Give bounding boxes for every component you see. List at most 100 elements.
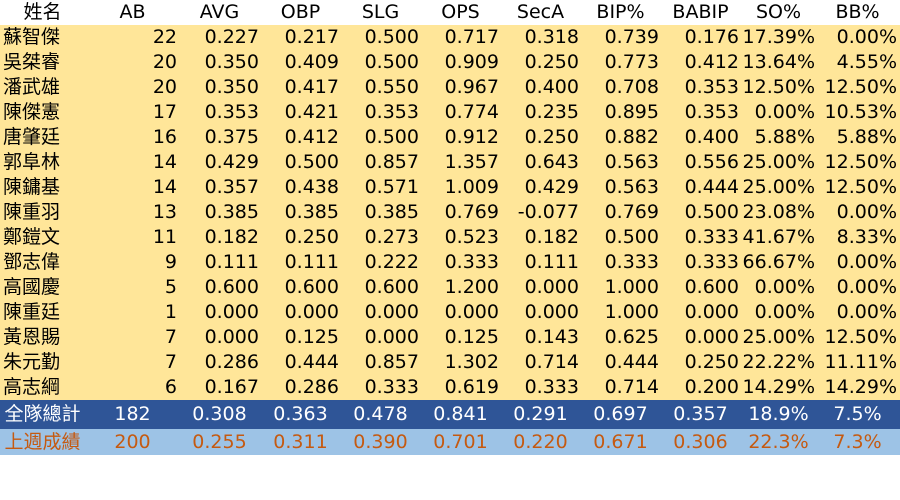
stat-cell-obp: 0.444 <box>284 351 339 373</box>
stat-cell-babip: 0.600 <box>684 276 739 298</box>
table-row: 陳重廷 1 0.000 0.000 0.000 0.000 0.000 1.000 0.000 0… <box>0 300 900 325</box>
stat-cell-slg: 0.857 <box>364 151 419 173</box>
stat-cell-obp: 0.217 <box>284 26 339 48</box>
player-name-cell: 唐肇廷 <box>3 126 61 148</box>
previous-week-row-cell-babip: 0.306 <box>673 431 728 453</box>
stat-cell-bb: 12.50% <box>824 151 897 173</box>
stat-cell-bip: 0.882 <box>604 126 659 148</box>
stat-cell-ops: 0.523 <box>444 226 499 248</box>
stat-cell-slg: 0.600 <box>364 276 419 298</box>
stat-cell-avg: 0.375 <box>204 126 259 148</box>
total-row-cell-babip: 0.357 <box>673 403 728 425</box>
stat-cell-obp: 0.438 <box>284 176 339 198</box>
stat-cell-avg: 0.167 <box>204 376 259 398</box>
stat-cell-ops: 0.967 <box>444 76 499 98</box>
table-row: 黃恩賜 7 0.000 0.125 0.000 0.125 0.143 0.625 0.000 2… <box>0 325 900 350</box>
stat-cell-bb: 0.00% <box>836 276 897 298</box>
column-header-bb: BB% <box>835 1 880 23</box>
stat-cell-babip: 0.400 <box>684 126 739 148</box>
stat-cell-babip: 0.444 <box>684 176 739 198</box>
stat-cell-ops: 0.909 <box>444 51 499 73</box>
total-row-cell-slg: 0.478 <box>353 403 408 425</box>
column-header-slg: SLG <box>361 1 400 23</box>
previous-week-row-cell-bb: 7.3% <box>833 431 882 453</box>
stat-cell-ab: 7 <box>164 326 177 348</box>
previous-week-row-cell-so: 22.3% <box>748 431 809 453</box>
stat-cell-bb: 11.11% <box>824 351 897 373</box>
stat-cell-so: 22.22% <box>742 351 815 373</box>
stat-cell-babip: 0.500 <box>684 201 739 223</box>
stat-cell-avg: 0.357 <box>204 176 259 198</box>
stat-cell-obp: 0.250 <box>284 226 339 248</box>
stat-cell-bb: 4.55% <box>836 51 897 73</box>
table-row: 潘武雄 20 0.350 0.417 0.550 0.967 0.400 0.708 0.353… <box>0 75 900 100</box>
stat-cell-bip: 0.563 <box>604 176 659 198</box>
stat-cell-so: 5.88% <box>754 126 815 148</box>
stat-cell-bip: 0.739 <box>604 26 659 48</box>
stat-cell-seca: 0.643 <box>524 151 579 173</box>
player-name-cell: 吳桀睿 <box>3 51 61 73</box>
stat-cell-ops: 1.302 <box>444 351 499 373</box>
stat-cell-so: 23.08% <box>742 201 815 223</box>
stat-cell-slg: 0.500 <box>364 126 419 148</box>
total-row-cell-bb: 7.5% <box>833 403 882 425</box>
stat-cell-obp: 0.500 <box>284 151 339 173</box>
stat-cell-avg: 0.350 <box>204 76 259 98</box>
player-name-cell: 鄭鎧文 <box>3 226 61 248</box>
table-row: 郭阜林 14 0.429 0.500 0.857 1.357 0.643 0.563 0.556… <box>0 150 900 175</box>
table-row: 高志綱 6 0.167 0.286 0.333 0.619 0.333 0.714 0.200 1… <box>0 375 900 400</box>
stat-cell-babip: 0.412 <box>684 51 739 73</box>
stat-cell-bb: 14.29% <box>824 376 897 398</box>
table-row: 蘇智傑 22 0.227 0.217 0.500 0.717 0.318 0.739 0.176… <box>0 25 900 50</box>
table-row: 陳鏞基 14 0.357 0.438 0.571 1.009 0.429 0.563 0.444… <box>0 175 900 200</box>
stat-cell-avg: 0.385 <box>204 201 259 223</box>
stat-cell-obp: 0.421 <box>284 101 339 123</box>
player-name-cell: 潘武雄 <box>3 76 61 98</box>
table-row: 吳桀睿 20 0.350 0.409 0.500 0.909 0.250 0.773 0.412… <box>0 50 900 75</box>
stat-cell-so: 25.00% <box>742 326 815 348</box>
stat-cell-ab: 17 <box>152 101 177 123</box>
player-name-cell: 黃恩賜 <box>3 326 61 348</box>
stat-cell-slg: 0.550 <box>364 76 419 98</box>
stat-cell-bb: 10.53% <box>824 101 897 123</box>
stat-cell-so: 25.00% <box>742 151 815 173</box>
previous-week-row-label: 上週成績 <box>4 431 81 453</box>
stat-cell-babip: 0.250 <box>684 351 739 373</box>
total-row-label: 全隊總計 <box>4 403 81 425</box>
table-row: 陳重羽 13 0.385 0.385 0.385 0.769 -0.077 0.769 0.50… <box>0 200 900 225</box>
total-row: 全隊總計 182 0.308 0.363 0.478 0.841 0.291 0.697 0.3… <box>0 400 900 429</box>
stat-cell-seca: 0.000 <box>524 276 579 298</box>
stat-cell-babip: 0.000 <box>684 301 739 323</box>
stat-cell-avg: 0.600 <box>204 276 259 298</box>
stat-cell-seca: 0.400 <box>524 76 579 98</box>
player-name-cell: 高志綱 <box>3 376 61 398</box>
table-row: 高國慶 5 0.600 0.600 0.600 1.200 0.000 1.000 0.600 0… <box>0 275 900 300</box>
player-name-cell: 朱元勤 <box>3 351 61 373</box>
stat-cell-babip: 0.000 <box>684 326 739 348</box>
stat-cell-seca: 0.318 <box>524 26 579 48</box>
stat-cell-bip: 0.444 <box>604 351 659 373</box>
stat-cell-ab: 14 <box>152 176 177 198</box>
column-header-seca: SecA <box>516 1 565 23</box>
stat-cell-slg: 0.000 <box>364 301 419 323</box>
stat-cell-bip: 0.625 <box>604 326 659 348</box>
stat-cell-ab: 7 <box>164 351 177 373</box>
stat-cell-ops: 0.333 <box>444 251 499 273</box>
stat-cell-seca: 0.182 <box>524 226 579 248</box>
stat-cell-seca: 0.333 <box>524 376 579 398</box>
stat-cell-so: 13.64% <box>742 51 815 73</box>
stat-cell-obp: 0.286 <box>284 376 339 398</box>
stat-cell-slg: 0.000 <box>364 326 419 348</box>
stat-cell-seca: 0.235 <box>524 101 579 123</box>
column-header-ops: OPS <box>441 1 480 23</box>
stat-cell-ab: 5 <box>164 276 177 298</box>
stat-cell-ops: 0.717 <box>444 26 499 48</box>
stat-cell-avg: 0.429 <box>204 151 259 173</box>
stat-cell-babip: 0.333 <box>684 226 739 248</box>
stat-cell-obp: 0.412 <box>284 126 339 148</box>
stat-cell-babip: 0.556 <box>684 151 739 173</box>
total-row-cell-avg: 0.308 <box>192 403 247 425</box>
stat-cell-avg: 0.000 <box>204 326 259 348</box>
total-row-cell-bip: 0.697 <box>593 403 648 425</box>
stat-cell-ab: 13 <box>152 201 177 223</box>
